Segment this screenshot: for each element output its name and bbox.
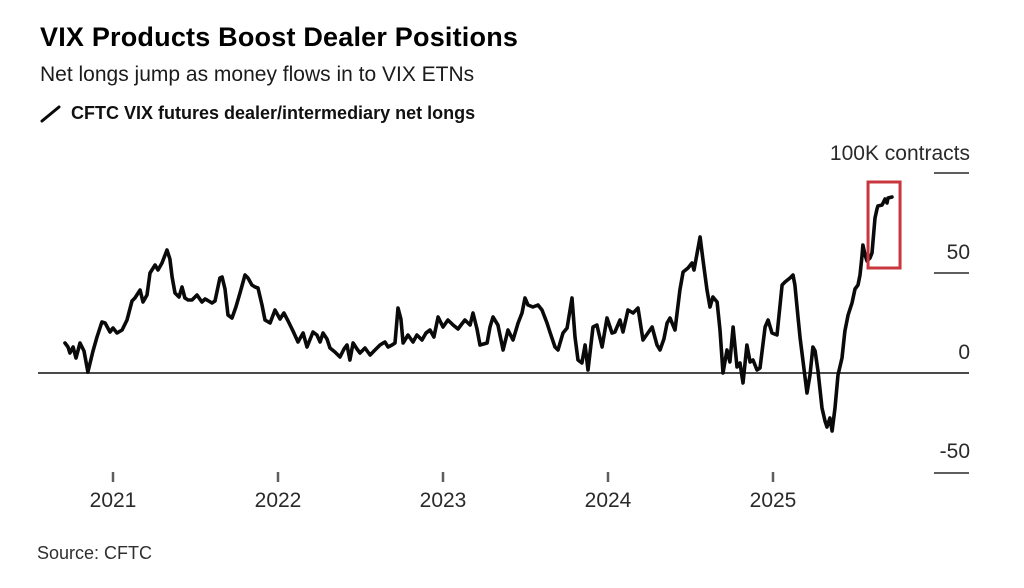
x-axis-label-2024: 2024 <box>584 489 632 512</box>
legend: CFTC VIX futures dealer/intermediary net… <box>40 103 475 124</box>
page-subtitle: Net longs jump as money flows in to VIX … <box>40 63 475 86</box>
y-axis-unit-label: 100K contracts <box>829 142 970 165</box>
highlight-box <box>866 180 902 270</box>
x-axis-label-2025: 2025 <box>749 489 797 512</box>
legend-line-icon <box>40 105 61 122</box>
x-axis-label-2022: 2022 <box>254 489 302 512</box>
series-line <box>63 195 894 433</box>
source-note: Source: CFTC <box>37 543 153 563</box>
x-axis-label-2021: 2021 <box>89 489 137 512</box>
y-axis-label-minus-50: -50 <box>939 440 970 463</box>
y-axis-label-50: 50 <box>946 241 970 264</box>
legend-label: CFTC VIX futures dealer/intermediary net… <box>71 103 476 123</box>
x-axis-label-2023: 2023 <box>419 489 467 512</box>
page-title: VIX Products Boost Dealer Positions <box>40 22 519 52</box>
y-axis-label-0: 0 <box>958 341 970 364</box>
